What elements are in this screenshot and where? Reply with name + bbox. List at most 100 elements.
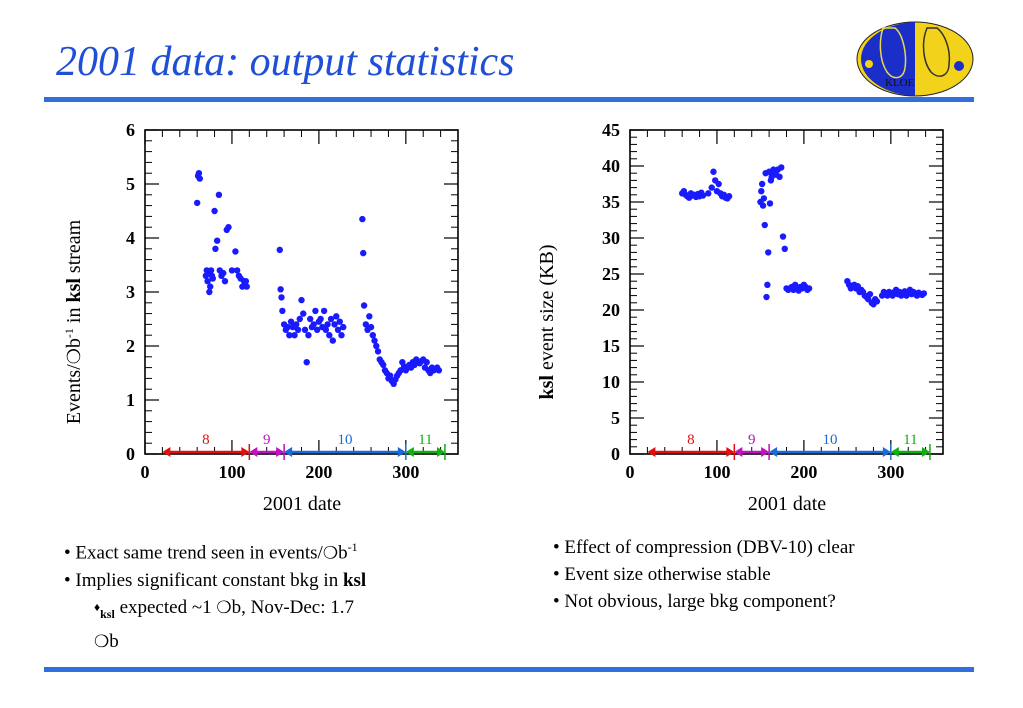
data-point	[296, 315, 303, 323]
x-tick-label: 300	[392, 462, 419, 482]
data-point	[340, 323, 347, 331]
data-point	[760, 195, 768, 202]
data-point	[276, 246, 283, 254]
data-point	[243, 283, 250, 290]
data-point	[324, 321, 331, 328]
data-point	[359, 215, 366, 223]
event-size-chart: ksl event size (KB) 2001 date 0 5 10 15 20 25…	[536, 120, 944, 515]
data-point	[303, 359, 310, 366]
y-tick-label: 6	[126, 120, 135, 140]
data-point	[228, 267, 236, 274]
data-point	[242, 278, 250, 285]
plot-frame	[144, 129, 459, 455]
data-point	[373, 342, 380, 350]
x-tick-label: 200	[305, 462, 332, 482]
data-point	[204, 278, 211, 285]
period-label: 9	[263, 432, 271, 448]
y-tick-label: 0	[611, 444, 620, 464]
y-tick-label: 2	[126, 336, 135, 356]
period-label: 8	[687, 432, 695, 448]
y-tick-label: 45	[602, 120, 620, 140]
data-point	[369, 332, 376, 339]
bullet-trend: • Exact same trend seen in events/❍b-1	[64, 540, 358, 564]
data-point	[761, 221, 768, 229]
data-point	[211, 207, 218, 215]
data-point	[699, 192, 707, 199]
data-point	[338, 332, 345, 339]
bullet-compression: • Effect of compression (DBV-10) clear	[553, 537, 855, 558]
data-point	[710, 168, 717, 175]
x-tick-label: 100	[218, 462, 245, 482]
top-rule	[44, 97, 974, 102]
data-point	[759, 202, 767, 209]
data-point	[320, 307, 328, 315]
data-point	[225, 224, 232, 231]
data-point	[207, 267, 215, 274]
data-point	[293, 321, 300, 328]
data-point	[220, 269, 227, 277]
right-bullets: • Effect of compression (DBV-10) clear •…	[553, 534, 993, 615]
data-point	[779, 233, 787, 240]
data-point	[196, 175, 203, 182]
page-title: 2001 data: output statistics	[56, 39, 515, 85]
period-arrow-head-right	[241, 447, 250, 457]
data-point	[213, 237, 221, 244]
data-point	[778, 164, 785, 171]
period-arrow-head-left	[734, 447, 743, 457]
data-point	[193, 199, 201, 207]
data-point	[327, 315, 335, 323]
data-point	[206, 288, 213, 296]
period-arrow-head-right	[882, 447, 891, 457]
y-axis-label: ksl event size (KB)	[536, 245, 558, 400]
data-point	[306, 315, 314, 323]
period-label: 8	[202, 432, 210, 448]
bullet-bkg-component: • Not obvious, large bkg component?	[553, 591, 836, 612]
y-tick-label: 30	[602, 228, 620, 248]
y-tick-label: 35	[602, 192, 620, 212]
bullet-expected: ♦ksl expected ~1 ❍b, Nov-Dec: 1.7 ❍b	[94, 597, 355, 653]
data-point	[423, 359, 430, 366]
data-point	[305, 332, 312, 339]
period-arrow-head-left	[284, 447, 293, 457]
period-arrow-head-right	[726, 447, 735, 457]
left-bullets: • Exact same trend seen in events/❍b-1 •…	[64, 534, 514, 656]
data-point	[386, 372, 394, 379]
x-tick-label: 100	[703, 462, 730, 482]
data-point	[334, 326, 342, 333]
data-point	[331, 321, 338, 328]
data-point	[708, 184, 715, 191]
data-point	[360, 302, 368, 309]
data-point	[360, 249, 367, 257]
y-tick-label: 4	[126, 228, 135, 248]
data-point	[366, 313, 373, 320]
data-point	[367, 323, 375, 331]
bullet-bkg: • Implies significant constant bkg in ks…	[64, 570, 367, 592]
y-tick-label: 10	[602, 372, 620, 392]
data-point	[333, 313, 340, 320]
data-point	[279, 307, 286, 315]
period-label: 10	[822, 432, 837, 448]
data-point	[763, 293, 770, 301]
period-label: 11	[903, 432, 917, 448]
y-tick-label: 40	[602, 156, 620, 176]
data-point	[329, 337, 336, 344]
period-arrow-head-right	[436, 447, 445, 457]
x-axis-label: 2001 date	[748, 493, 826, 515]
data-point	[781, 245, 788, 252]
data-point	[380, 361, 387, 369]
y-tick-label: 0	[126, 444, 135, 464]
data-point	[215, 191, 223, 198]
data-point	[207, 283, 214, 290]
period-arrow-head-right	[761, 447, 770, 457]
data-point	[715, 180, 722, 188]
period-arrow-head-left	[162, 447, 171, 457]
bullet-stable: • Event size otherwise stable	[553, 564, 771, 585]
y-tick-label: 25	[602, 264, 620, 284]
data-point	[326, 332, 333, 339]
data-point	[221, 278, 229, 285]
data-point	[866, 290, 874, 298]
data-point	[294, 326, 302, 333]
data-point	[284, 323, 291, 331]
period-arrow-head-right	[276, 447, 285, 457]
data-point	[233, 267, 241, 274]
